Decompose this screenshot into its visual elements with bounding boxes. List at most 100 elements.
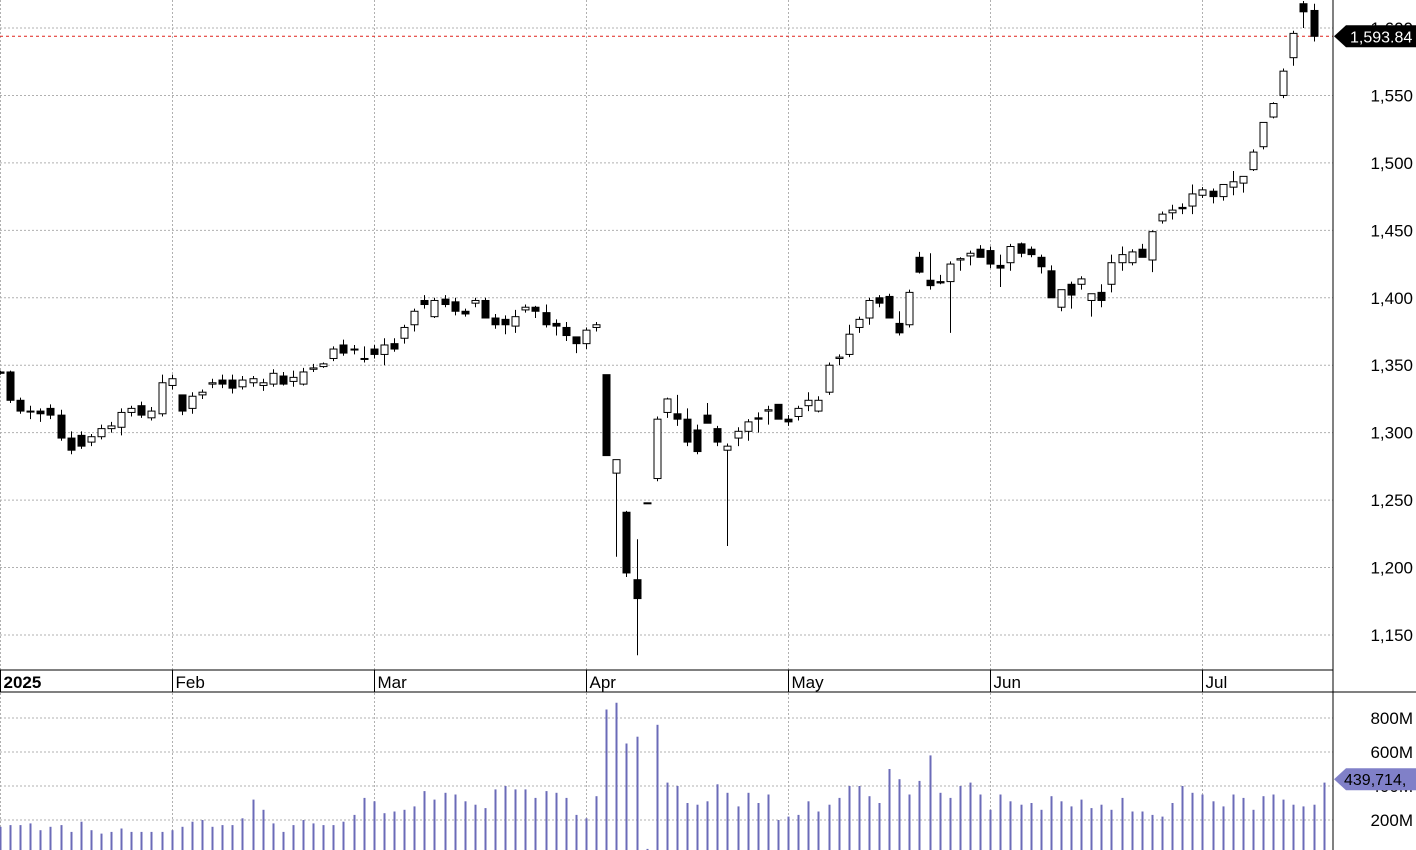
candle: [1188, 184, 1197, 215]
candle: [1067, 281, 1076, 309]
candle: [885, 293, 894, 319]
candle: [178, 394, 187, 416]
candle-body: [552, 322, 561, 327]
candle: [855, 316, 864, 333]
candle: [451, 297, 460, 316]
candle: [825, 362, 834, 395]
candle: [562, 322, 571, 341]
price-panel: 1,150 1,200 1,250 1,300 1,350 1,400 1,450 1,500…: [0, 0, 1416, 670]
candle: [350, 344, 359, 355]
candle: [491, 313, 500, 329]
candle: [602, 374, 611, 457]
candle: [218, 374, 227, 389]
candle-body: [855, 318, 864, 328]
candle-body: [360, 357, 369, 360]
candle-body: [1017, 243, 1026, 254]
candle: [633, 539, 642, 656]
candle: [1209, 188, 1218, 204]
candle: [46, 404, 55, 420]
candle: [77, 431, 86, 449]
candle-body: [461, 310, 470, 315]
candle: [1310, 3, 1319, 42]
candle: [734, 427, 743, 447]
candle: [592, 322, 601, 332]
candle: [875, 295, 884, 308]
candle: [673, 394, 682, 426]
candle: [754, 412, 763, 433]
price-tick-label: 1,150: [1370, 626, 1413, 645]
candle: [865, 297, 874, 325]
candle-body: [774, 403, 783, 420]
candle: [26, 405, 35, 420]
price-tick-label: 1,550: [1370, 86, 1413, 105]
candle-body: [673, 413, 682, 420]
candle: [249, 376, 258, 387]
candle: [168, 374, 177, 390]
candle-body: [956, 258, 965, 261]
volume-tick-label: 800M: [1370, 709, 1413, 728]
candle: [279, 371, 288, 386]
candle-body: [1178, 206, 1187, 210]
candle-body: [289, 376, 298, 382]
candle: [481, 297, 490, 319]
candle-body: [420, 299, 429, 306]
candle: [501, 315, 510, 335]
candle: [1269, 102, 1278, 119]
price-tick-label: 1,350: [1370, 356, 1413, 375]
candle-body: [491, 317, 500, 326]
candle: [420, 295, 429, 309]
candle-body: [218, 379, 227, 385]
candle-body: [410, 310, 419, 326]
candle-body: [845, 333, 854, 355]
candle-body: [754, 417, 763, 420]
candle-body: [137, 405, 146, 416]
candle: [198, 389, 207, 399]
candle-body: [147, 410, 156, 419]
last-price-badge: 1,593.84: [1334, 25, 1416, 48]
candle-body: [683, 418, 692, 443]
candle-body: [946, 263, 955, 283]
candle-body: [6, 371, 15, 401]
price-tick-label: 1,300: [1370, 424, 1413, 443]
last-volume-label: 439,714,: [1344, 772, 1406, 789]
last-price-label: 1,593.84: [1350, 29, 1412, 46]
candle: [1118, 246, 1127, 271]
price-tick-label: 1,250: [1370, 491, 1413, 510]
month-label: Mar: [378, 673, 408, 692]
candle: [269, 369, 278, 387]
candle: [309, 363, 318, 372]
candle: [794, 405, 803, 421]
candle-body: [1148, 231, 1157, 261]
candle-body: [16, 399, 25, 412]
candle: [936, 274, 945, 285]
candle: [410, 308, 419, 332]
candle: [1077, 276, 1086, 290]
volume-panel: 200M400M600M800M 439,714,: [0, 693, 1416, 850]
candle-body: [905, 291, 914, 326]
candle: [461, 308, 470, 317]
candle-body: [875, 297, 884, 304]
candle-body: [612, 459, 621, 474]
candle: [1017, 242, 1026, 258]
candle: [1168, 204, 1177, 220]
candle-body: [814, 399, 823, 412]
candle-body: [1289, 32, 1298, 59]
candle: [1178, 203, 1187, 215]
candle-body: [693, 429, 702, 453]
candle: [643, 502, 652, 505]
candle: [238, 376, 247, 390]
candle-body: [825, 364, 834, 393]
candle: [370, 344, 379, 359]
candle-body: [1158, 213, 1167, 222]
candle-body: [926, 279, 935, 287]
candle: [188, 392, 197, 414]
candle-body: [309, 367, 318, 370]
candle: [87, 434, 96, 447]
candle: [289, 370, 298, 387]
candle: [552, 319, 561, 336]
candle-body: [1057, 289, 1066, 308]
candle-body: [1188, 193, 1197, 207]
candle-body: [1128, 251, 1137, 264]
candle: [814, 396, 823, 413]
candle: [1219, 183, 1228, 201]
